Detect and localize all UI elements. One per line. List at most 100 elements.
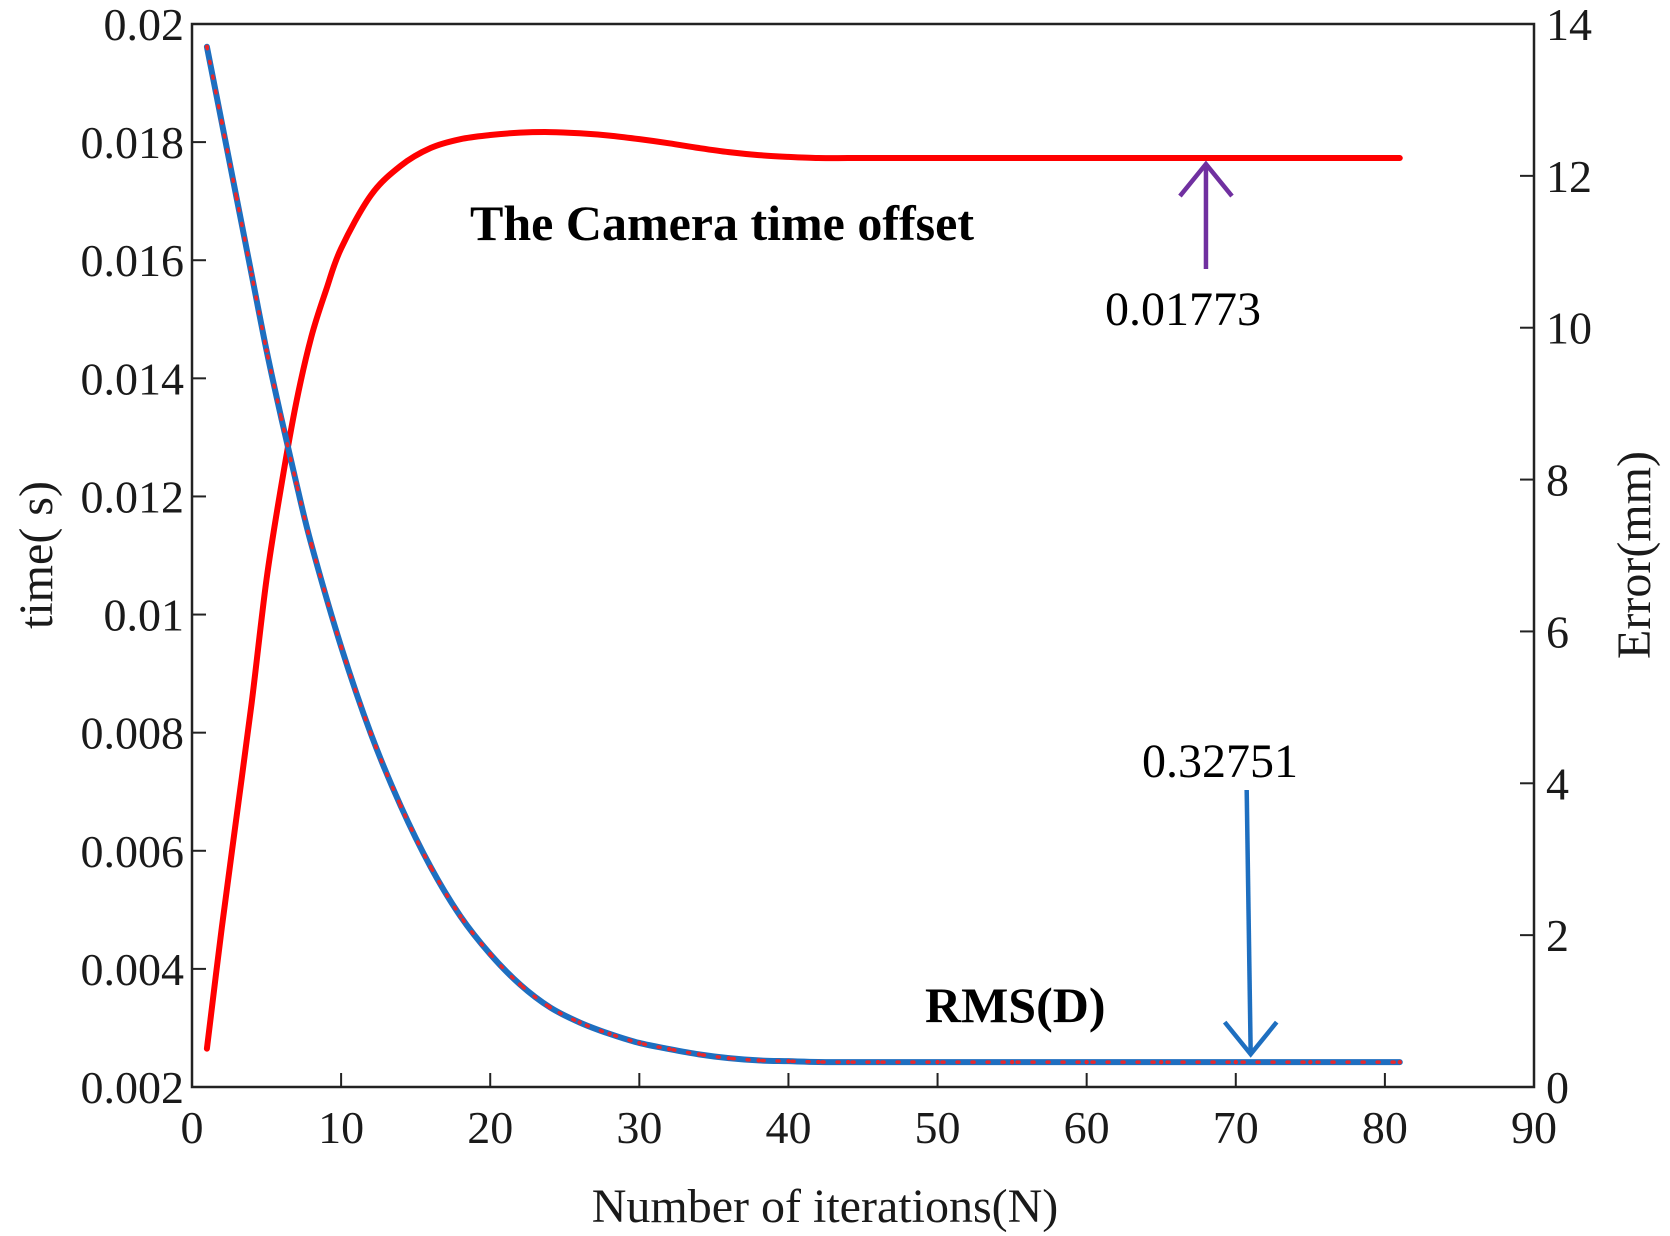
series-1-point-3 [249, 272, 254, 277]
x-tick-label-4: 40 [765, 1102, 811, 1153]
series-1 [203, 43, 1403, 1066]
ticks: 0 10 20 30 40 50 60 70 80 900.0020.0040.0060.0080… [81, 0, 1593, 1153]
y-right-tick-label-2: 4 [1546, 758, 1569, 809]
series-1-point-17 [607, 1031, 612, 1037]
series-1-point-23 [786, 1058, 791, 1064]
series-0-point-14 [488, 132, 493, 138]
x-tick-label-0: 0 [181, 1102, 204, 1153]
series-1-point-14 [517, 982, 523, 987]
series-0-point-24 [786, 154, 791, 160]
series-0-point-10 [368, 193, 374, 198]
y-left-tick-label-6: 0.014 [81, 353, 185, 404]
camera-offset-value: 0.01773 [1105, 283, 1261, 336]
series-0-point-0 [204, 1046, 210, 1051]
series-1-point-32 [1308, 1059, 1313, 1065]
rms-value: 0.32751 [1142, 735, 1298, 788]
camera-offset-label: The Camera time offset [470, 195, 974, 251]
series-0-point-16 [547, 129, 553, 135]
series-0-point-11 [398, 163, 403, 168]
y-left-tick-label-9: 0.02 [104, 0, 185, 50]
series-1-point-15 [547, 1005, 553, 1010]
series-0-point-30 [1084, 155, 1089, 161]
y-right-tick-label-3: 6 [1546, 606, 1569, 657]
y-right-tick-label-0: 0 [1546, 1062, 1569, 1113]
x-axis-label: Number of iterations(N) [592, 1180, 1059, 1233]
series-0-point-20 [666, 141, 672, 146]
series-1-point-7 [309, 541, 314, 547]
series-1-markers [205, 45, 1402, 1064]
x-tick-label-7: 70 [1213, 1102, 1259, 1153]
series-0-point-3 [249, 700, 254, 706]
y-left-tick-label-1: 0.004 [81, 944, 185, 995]
series-1-point-5 [279, 416, 284, 422]
series-1-point-26 [875, 1059, 881, 1065]
series-0-point-19 [637, 136, 642, 142]
annotation-arrows [1178, 160, 1279, 1058]
series-0-point-18 [607, 133, 612, 138]
y-left-tick-label-0: 0.002 [81, 1062, 185, 1113]
series-1-point-30 [1159, 1059, 1164, 1065]
series-0-point-27 [875, 155, 881, 161]
series-1-point-12 [458, 913, 463, 919]
series-0-point-7 [309, 334, 314, 340]
series-0-point-17 [577, 131, 582, 136]
series-0-point-6 [294, 399, 299, 405]
series-0-point-23 [756, 152, 761, 158]
y-left-tick-label-2: 0.006 [81, 826, 185, 877]
series-0 [203, 129, 1403, 1052]
series-layer [203, 43, 1403, 1066]
series-1-point-31 [1233, 1059, 1238, 1065]
series-0-point-8 [324, 287, 329, 292]
y-right-tick-label-5: 10 [1546, 303, 1592, 354]
x-tick-label-5: 50 [915, 1102, 961, 1153]
series-0-point-9 [338, 246, 344, 251]
series-1-point-28 [1009, 1059, 1015, 1065]
series-0-point-26 [845, 155, 851, 161]
series-1-point-29 [1084, 1059, 1089, 1065]
series-0-point-22 [726, 149, 731, 155]
series-1-point-6 [294, 481, 299, 486]
series-0-point-29 [1009, 155, 1015, 161]
series-1-point-8 [338, 644, 344, 649]
series-0-point-34 [1397, 155, 1403, 161]
y-right-tick-label-7: 14 [1546, 0, 1592, 50]
series-0-line [203, 129, 1403, 1052]
camera-offset-arrow-head [1178, 160, 1234, 198]
series-0-point-12 [428, 145, 433, 151]
series-0-point-28 [935, 155, 940, 161]
series-1-point-20 [696, 1052, 702, 1057]
series-1-point-2 [234, 196, 239, 201]
series-1-point-1 [219, 120, 225, 125]
series-0-point-4 [264, 576, 269, 582]
series-1-point-25 [845, 1059, 851, 1065]
rms-arrow-shaft [1244, 789, 1253, 1055]
series-0-point-21 [696, 145, 702, 151]
series-1-point-21 [726, 1055, 731, 1061]
series-0-point-1 [219, 925, 225, 930]
y-left-tick-label-8: 0.018 [81, 117, 185, 168]
rms-label: RMS(D) [925, 977, 1106, 1033]
series-1-point-24 [816, 1059, 821, 1065]
x-tick-label-3: 30 [616, 1102, 662, 1153]
series-1-point-18 [637, 1040, 642, 1046]
x-tick-label-6: 60 [1064, 1102, 1110, 1153]
series-1-point-33 [1397, 1059, 1403, 1065]
y-right-tick-label-1: 2 [1546, 910, 1569, 961]
y-left-tick-label-5: 0.012 [81, 471, 185, 522]
series-0-point-32 [1233, 155, 1238, 161]
series-0-point-15 [517, 130, 523, 135]
x-tick-label-2: 20 [467, 1102, 513, 1153]
series-1-point-16 [577, 1020, 582, 1025]
x-tick-label-8: 80 [1362, 1102, 1408, 1153]
series-0-point-25 [816, 155, 821, 161]
y-axis-right-label: Error(mm) [1608, 451, 1661, 659]
series-0-point-13 [458, 136, 463, 142]
series-0-point-2 [234, 813, 239, 818]
y-right-tick-label-6: 12 [1546, 151, 1592, 202]
series-0-point-31 [1159, 155, 1164, 161]
series-1-point-0 [204, 44, 210, 49]
series-1-point-13 [488, 951, 493, 957]
y-left-tick-label-4: 0.01 [104, 590, 185, 641]
